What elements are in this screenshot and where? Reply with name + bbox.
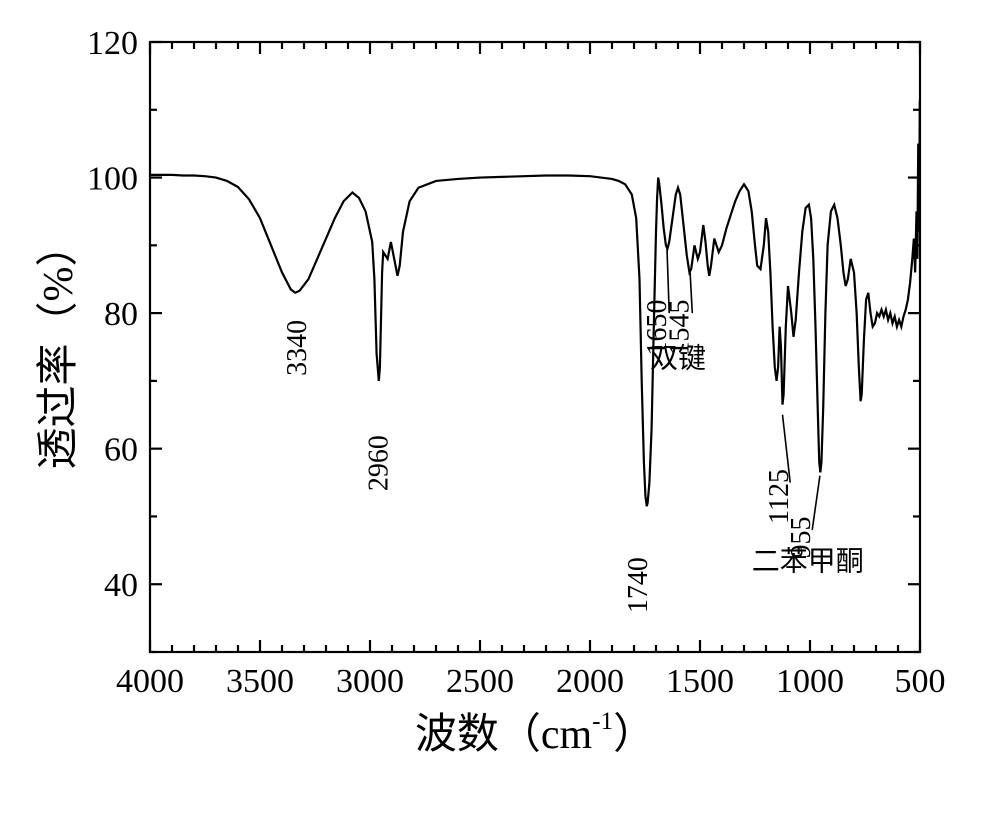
y-axis-label: 透过率（%） <box>35 225 82 470</box>
x-tick-label: 3000 <box>336 663 404 700</box>
peak-label: 1740 <box>623 557 654 613</box>
peak-label: 3340 <box>282 320 313 376</box>
x-tick-label: 2000 <box>556 663 624 700</box>
ir-spectrum-chart: 4000 3500 3000 2500 2000 1500 1000 500 40 60 80 100… <box>0 0 1000 820</box>
peak-label: 1125 <box>764 469 795 524</box>
y-tick-label: 120 <box>87 25 138 62</box>
y-tick-label: 60 <box>104 432 138 469</box>
x-tick-label: 3500 <box>226 663 294 700</box>
chart-svg: 4000 3500 3000 2500 2000 1500 1000 500 40 60 80 100… <box>0 0 1000 820</box>
annotation-text: 二苯甲酮 <box>752 546 864 578</box>
annotation-text: 双键 <box>650 342 706 374</box>
y-tick-label: 100 <box>87 160 138 197</box>
peak-label: 2960 <box>364 435 395 491</box>
y-tick-label: 80 <box>104 296 138 333</box>
x-tick-label: 2500 <box>446 663 514 700</box>
x-tick-label: 1500 <box>666 663 734 700</box>
x-tick-label: 500 <box>895 663 946 700</box>
x-axis-label: 波数（cm-1） <box>415 708 655 758</box>
x-tick-label: 4000 <box>116 663 184 700</box>
y-tick-label: 40 <box>104 567 138 604</box>
x-tick-label: 1000 <box>776 663 844 700</box>
